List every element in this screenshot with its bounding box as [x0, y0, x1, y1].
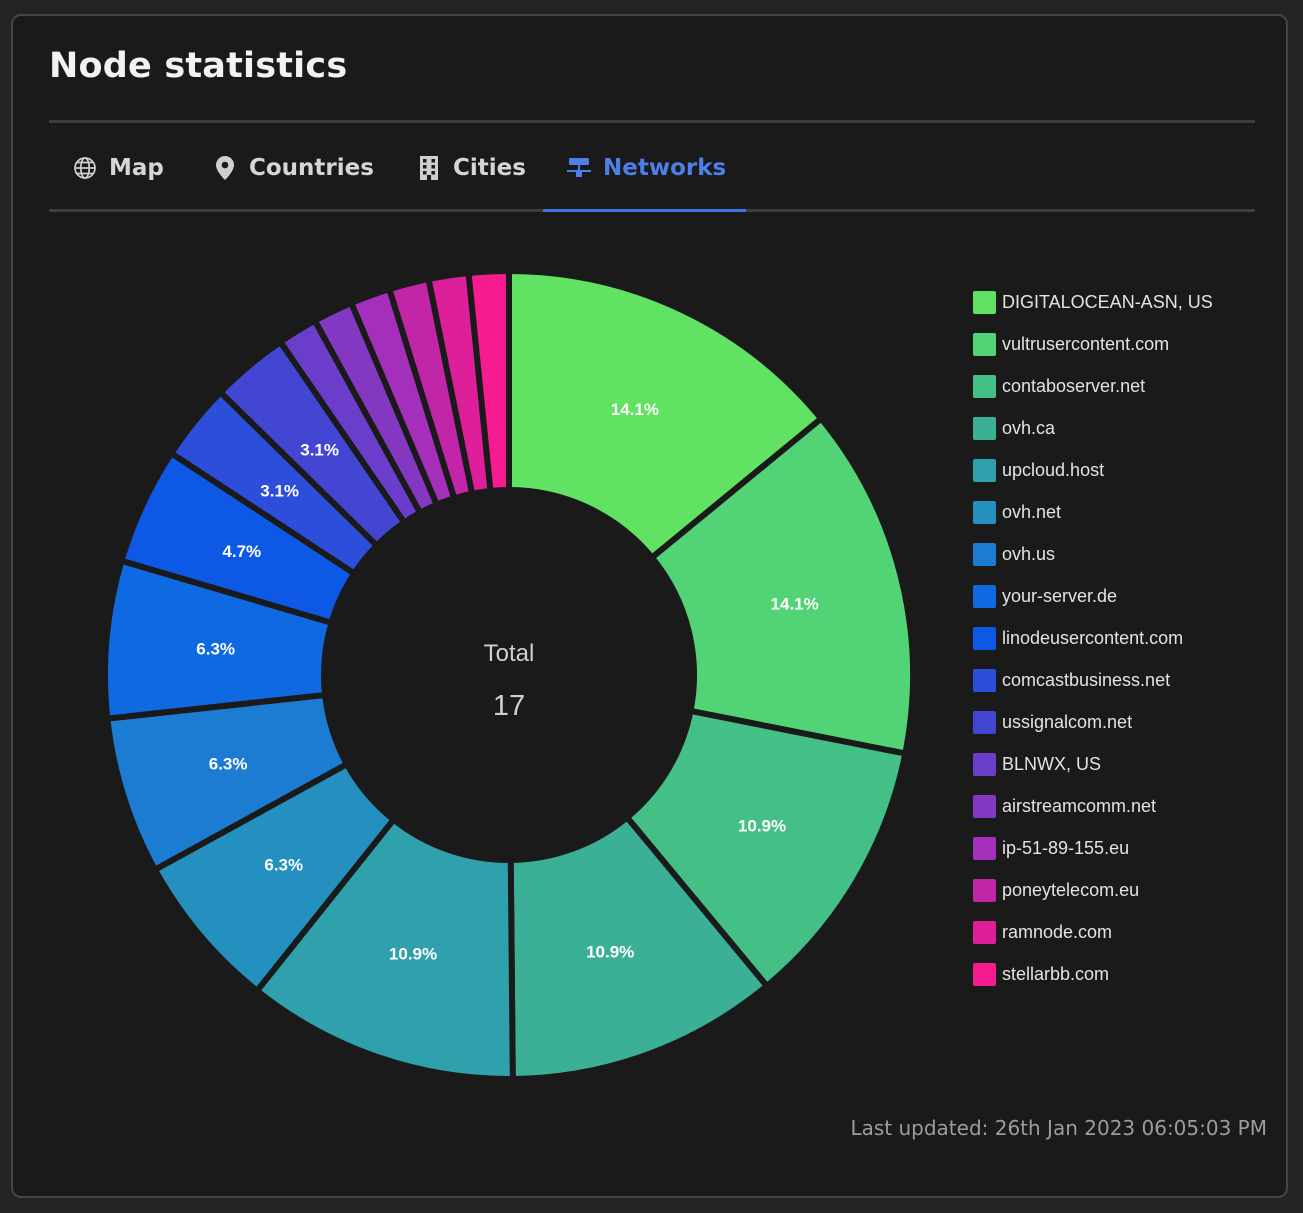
legend-swatch [973, 290, 996, 314]
chart-center-value: 17 [493, 690, 525, 722]
chart-slice-label: 14.1% [611, 400, 659, 419]
legend-label: your-server.de [1002, 585, 1118, 606]
legend-label: ovh.ca [1002, 417, 1056, 438]
legend-swatch [973, 416, 996, 440]
legend-swatch [973, 878, 996, 902]
legend-item[interactable]: comcastbusiness.net [973, 659, 1253, 701]
legend-item[interactable]: ip-51-89-155.eu [973, 827, 1253, 869]
legend-label: BLNWX, US [1002, 753, 1102, 774]
legend-swatch [973, 584, 996, 608]
chart-slice-label: 3.1% [300, 440, 339, 459]
legend-label: linodeusercontent.com [1002, 627, 1184, 648]
legend-swatch [973, 626, 996, 650]
chart-slice[interactable] [252, 815, 516, 1082]
chart-slice[interactable] [506, 267, 826, 562]
legend-label: ovh.net [1002, 501, 1062, 522]
tab-map[interactable]: Map [71, 124, 164, 212]
legend-item[interactable]: ussignalcom.net [973, 701, 1253, 743]
legend-label: contaboserver.net [1002, 375, 1146, 396]
legend-item[interactable]: stellarbb.com [973, 953, 1253, 995]
legend-swatch [973, 500, 996, 524]
chart-slice-label: 4.7% [222, 542, 261, 561]
tab-map-label: Map [109, 155, 164, 181]
chart-center-label: Total [484, 640, 535, 667]
chart-slice-label: 6.3% [264, 856, 303, 875]
active-tab-indicator [543, 209, 746, 212]
legend-swatch [973, 668, 996, 692]
legend-item[interactable]: linodeusercontent.com [973, 617, 1253, 659]
legend-swatch [973, 836, 996, 860]
chart-slice-label: 6.3% [209, 755, 248, 774]
legend-swatch [973, 542, 996, 566]
legend-item[interactable]: ramnode.com [973, 911, 1253, 953]
legend-swatch [973, 962, 996, 986]
title-divider [49, 120, 1255, 123]
legend-label: comcastbusiness.net [1002, 669, 1171, 690]
tab-countries[interactable]: Countries [211, 124, 374, 212]
tab-networks[interactable]: Networks [565, 124, 726, 212]
legend-item[interactable]: contaboserver.net [973, 365, 1253, 407]
building-icon [415, 154, 443, 182]
legend-item[interactable]: your-server.de [973, 575, 1253, 617]
legend-label: airstreamcomm.net [1002, 795, 1157, 816]
legend-swatch [973, 752, 996, 776]
legend-item[interactable]: upcloud.host [973, 449, 1253, 491]
legend-label: ussignalcom.net [1002, 711, 1133, 732]
legend-swatch [973, 458, 996, 482]
legend-item[interactable]: DIGITALOCEAN-ASN, US [973, 281, 1253, 323]
legend-swatch [973, 710, 996, 734]
chart-slices [102, 267, 916, 1083]
legend-label: upcloud.host [1002, 459, 1105, 480]
globe-icon [71, 154, 99, 182]
chart-slice-label: 10.9% [586, 943, 634, 962]
chart-legend: DIGITALOCEAN-ASN, US vultrusercontent.com… [973, 281, 1253, 995]
legend-item[interactable]: poneytelecom.eu [973, 869, 1253, 911]
chart-slice-label: 3.1% [260, 481, 299, 500]
card-title: Node statistics [49, 46, 348, 86]
legend-label: stellarbb.com [1002, 963, 1110, 984]
chart-slice[interactable] [647, 414, 916, 758]
chart-slice-label: 14.1% [771, 594, 819, 613]
legend-item[interactable]: ovh.us [973, 533, 1253, 575]
chart-slice-label: 10.9% [389, 944, 437, 963]
legend-item[interactable]: vultrusercontent.com [973, 323, 1253, 365]
map-pin-icon [211, 154, 239, 182]
chart-slice[interactable] [507, 813, 772, 1083]
legend-swatch [973, 794, 996, 818]
legend-label: ip-51-89-155.eu [1002, 837, 1130, 858]
legend-label: vultrusercontent.com [1002, 333, 1170, 354]
legend-label: ovh.us [1002, 543, 1056, 564]
chart-slice-label: 10.9% [738, 817, 786, 836]
network-icon [565, 154, 593, 182]
chart-slice-labels: 14.1% 14.1% 10.9% 10.9% 10.9% 6.3% 6.3% 6.3% 4.7… [196, 400, 818, 964]
last-updated-text: Last updated: 26th Jan 2023 06:05:03 PM [850, 1116, 1267, 1140]
tab-cities[interactable]: Cities [415, 124, 526, 212]
tab-cities-label: Cities [453, 155, 526, 181]
legend-swatch [973, 920, 996, 944]
legend-item[interactable]: airstreamcomm.net [973, 785, 1253, 827]
chart-slice-label: 6.3% [196, 640, 235, 659]
tab-countries-label: Countries [249, 155, 374, 181]
legend-swatch [973, 374, 996, 398]
tab-bar: Map Countries [49, 124, 1255, 212]
legend-item[interactable]: BLNWX, US [973, 743, 1253, 785]
chart-slice[interactable] [622, 707, 909, 991]
legend-label: DIGITALOCEAN-ASN, US [1002, 291, 1213, 312]
chart-slice[interactable] [465, 267, 512, 495]
legend-item[interactable]: ovh.net [973, 491, 1253, 533]
tab-networks-label: Networks [603, 155, 727, 181]
legend-label: ramnode.com [1002, 921, 1113, 942]
legend-item[interactable]: ovh.ca [973, 407, 1253, 449]
legend-swatch [973, 332, 996, 356]
legend-label: poneytelecom.eu [1002, 879, 1140, 900]
